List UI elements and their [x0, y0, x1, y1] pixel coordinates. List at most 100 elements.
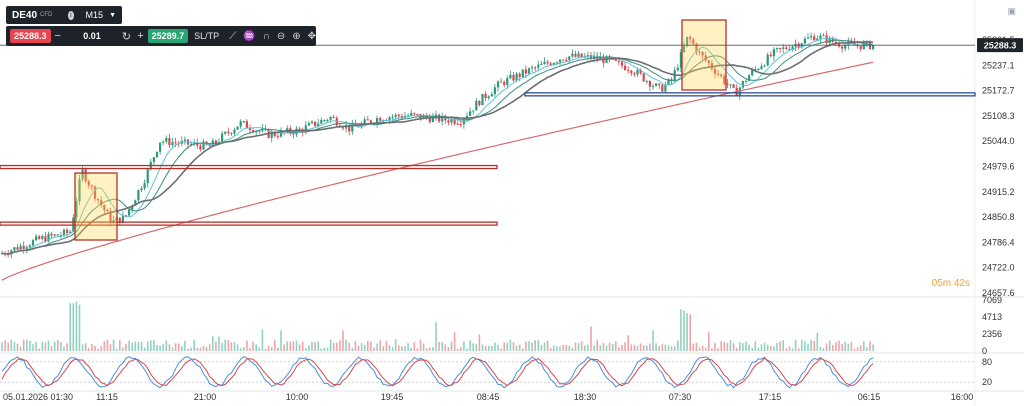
- volume-bar: [69, 303, 71, 351]
- volume-bar: [398, 345, 400, 351]
- candle-body: [165, 138, 168, 142]
- candle-body: [459, 124, 462, 126]
- volume-bar: [274, 340, 276, 351]
- candle-body: [363, 119, 366, 124]
- volume-bar: [683, 310, 685, 351]
- candle-body: [307, 123, 310, 126]
- candle-body: [841, 46, 844, 49]
- candle-body: [844, 45, 847, 49]
- volume-bar: [379, 340, 381, 351]
- sltp-button[interactable]: SL/TP: [194, 31, 220, 41]
- candle-body: [335, 117, 338, 126]
- candle-body: [512, 74, 515, 81]
- candle-body: [276, 136, 279, 138]
- decrease-quantity-button[interactable]: −: [54, 30, 61, 42]
- volume-bar: [298, 344, 301, 351]
- oscillator-tick-label: 80: [982, 357, 992, 367]
- volume-bar: [844, 341, 846, 351]
- candle-body: [465, 115, 469, 119]
- candle-body: [56, 234, 59, 236]
- chevron-down-icon[interactable]: ▼: [109, 11, 116, 19]
- candle-body: [366, 119, 369, 121]
- volume-bar: [695, 342, 698, 351]
- window-icon[interactable]: ▣: [1007, 6, 1016, 16]
- highlight-box: [74, 172, 118, 241]
- volume-bar: [305, 348, 307, 351]
- price-tick-label: 25108.3: [982, 111, 1015, 121]
- volume-bar: [438, 341, 440, 351]
- volume-bar: [822, 348, 825, 351]
- volume-bar: [258, 347, 261, 351]
- candle-body: [856, 45, 859, 47]
- volume-bar: [97, 348, 99, 351]
- candle-body: [822, 35, 825, 37]
- candle-body: [320, 119, 323, 124]
- candle-body: [577, 53, 580, 57]
- candle-body: [87, 181, 90, 186]
- candle-body: [779, 47, 782, 49]
- current-price-label: 25288.3: [984, 41, 1017, 51]
- candle-body: [555, 62, 558, 64]
- volume-tick-label: 2356: [982, 329, 1002, 339]
- line-chart-icon[interactable]: ⟋: [229, 30, 237, 42]
- sell-button[interactable]: 25288.3: [10, 29, 51, 43]
- reset-icon[interactable]: ↻: [121, 30, 132, 43]
- candle-body: [314, 121, 317, 126]
- volume-bar: [602, 343, 605, 351]
- magnet-icon[interactable]: ∩: [262, 30, 270, 42]
- price-tick-label: 24850.8: [982, 212, 1015, 222]
- volume-bar: [63, 346, 65, 351]
- volume-bar: [295, 340, 298, 351]
- timeframe-select[interactable]: M15: [85, 10, 104, 20]
- candle-body: [97, 198, 100, 201]
- volume-bar: [143, 347, 146, 351]
- increase-quantity-button[interactable]: +: [137, 30, 144, 42]
- candle-body: [803, 38, 806, 44]
- volume-bar: [196, 347, 199, 351]
- candle-body: [183, 139, 186, 141]
- volume-bar: [611, 343, 614, 351]
- volume-bar: [137, 341, 140, 351]
- volume-bar: [754, 341, 757, 351]
- volume-bar: [748, 344, 750, 351]
- volume-bar: [466, 348, 468, 351]
- volume-bar: [627, 335, 629, 351]
- volume-bar: [264, 348, 267, 351]
- volume-bar: [723, 342, 726, 351]
- candle-body: [552, 62, 555, 65]
- volume-bar: [115, 348, 118, 351]
- candle-body: [168, 138, 171, 146]
- volume-bar: [518, 344, 521, 351]
- candle-body: [565, 59, 568, 61]
- volume-bar: [60, 341, 62, 351]
- volume-bar: [450, 341, 453, 351]
- candle-body: [757, 69, 760, 71]
- zoom-in-icon[interactable]: ⊕: [292, 30, 301, 42]
- volume-bar: [283, 344, 285, 351]
- volume-bar: [447, 347, 450, 351]
- zoom-out-icon[interactable]: ⊖: [276, 30, 286, 42]
- info-icon[interactable]: i: [68, 10, 74, 20]
- indicator-icon[interactable]: ♒: [243, 30, 256, 42]
- candle-body: [208, 144, 211, 147]
- volume-bar: [435, 322, 437, 351]
- move-icon[interactable]: ✥: [307, 30, 316, 42]
- candle-body: [124, 215, 128, 217]
- volume-bar: [528, 341, 530, 351]
- time-tick-label: 11:15: [96, 392, 118, 402]
- time-tick-label: 18:30: [574, 392, 597, 402]
- volume-bar: [807, 344, 809, 351]
- candle-body: [227, 131, 230, 134]
- candle-body: [44, 236, 47, 242]
- volume-bar: [348, 342, 350, 351]
- volume-bar: [810, 339, 812, 351]
- symbol-bar[interactable]: DE40 CFD i M15 ▼: [6, 6, 122, 24]
- quantity-input[interactable]: 0.01: [83, 31, 101, 41]
- buy-button[interactable]: 25289.7: [147, 29, 189, 43]
- candle-body: [202, 141, 205, 150]
- candle-body: [503, 81, 506, 86]
- volume-bar: [847, 343, 850, 351]
- volume-bar: [704, 347, 707, 351]
- candle-body: [217, 141, 221, 144]
